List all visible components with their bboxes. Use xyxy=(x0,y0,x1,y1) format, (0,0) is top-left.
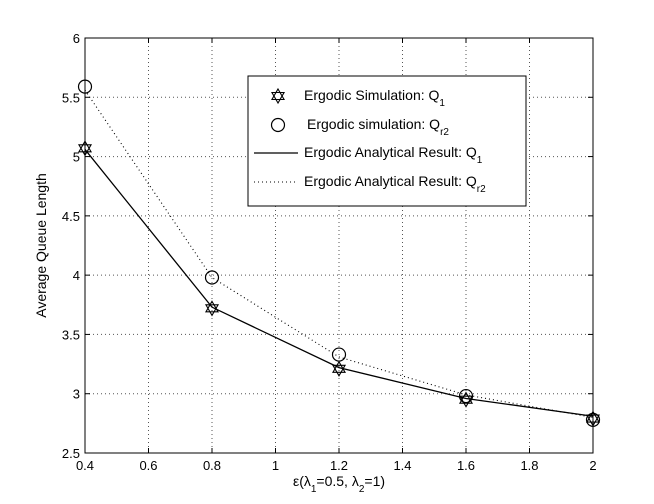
axis-ticks: 0.4 0.6 0.8 1 1.2 1.4 1.6 1.8 2 2.5 3 3.5 4 4.5 5 5.5 6 xyxy=(62,31,597,473)
data-point-hexagram xyxy=(204,300,220,317)
hexagram-triangle xyxy=(77,140,93,153)
y-tick-label: 4.5 xyxy=(62,209,80,224)
hexagram-triangle xyxy=(585,414,601,427)
legend-label: Ergodic Analytical Result: Q1 xyxy=(304,144,483,166)
data-point-circle xyxy=(458,388,474,404)
x-tick-label: 1.8 xyxy=(520,458,538,473)
x-tick-label: 1.4 xyxy=(393,458,411,473)
hexagram-triangle xyxy=(331,364,347,377)
hexagram-triangle xyxy=(331,360,347,373)
x-axis-label: ε(λ1=0.5, λ2=1) xyxy=(293,473,385,495)
data-point-hexagram xyxy=(585,410,601,427)
legend-marker-circle xyxy=(270,117,286,133)
x-tick-label: 0.8 xyxy=(203,458,221,473)
legend-box xyxy=(247,75,527,207)
x-tick-label: 1.6 xyxy=(457,458,475,473)
data-point-circle xyxy=(204,270,220,285)
series xyxy=(77,79,601,427)
y-tick-label: 5.5 xyxy=(62,90,80,105)
data-point-hexagram xyxy=(77,140,93,157)
series-line-2 xyxy=(84,149,594,417)
data-point-circle xyxy=(585,412,601,427)
hexagram-triangle xyxy=(204,300,220,313)
legend-label: Ergodic Analytical Result: Qr2 xyxy=(304,173,486,195)
legend-label: Ergodic simulation: Qr2 xyxy=(307,116,449,138)
y-tick-label: 3.5 xyxy=(62,327,80,342)
y-tick-label: 4 xyxy=(73,268,80,283)
hexagram-triangle xyxy=(585,410,601,423)
y-tick-label: 3 xyxy=(73,387,80,402)
series-line-3 xyxy=(84,89,594,418)
grid xyxy=(85,38,593,453)
hexagram-triangle xyxy=(204,304,220,317)
legend-label: Ergodic Simulation: Q1 xyxy=(304,87,445,109)
x-tick-label: 0.6 xyxy=(139,458,157,473)
legend-marker-hexagram xyxy=(270,87,286,105)
x-tick-label: 2 xyxy=(589,458,596,473)
y-tick-label: 2.5 xyxy=(62,446,80,461)
data-point-circle xyxy=(77,79,93,94)
x-tick-label: 1.2 xyxy=(330,458,348,473)
y-tick-label: 6 xyxy=(73,31,80,46)
data-point-hexagram xyxy=(331,360,347,377)
x-tick-label: 0.4 xyxy=(76,458,94,473)
hexagram-triangle xyxy=(77,144,93,157)
hexagram-triangle xyxy=(270,91,286,105)
y-tick-label: 5 xyxy=(73,150,80,165)
hexagram-triangle xyxy=(270,87,286,101)
y-axis-label: Average Queue Length xyxy=(33,173,49,318)
legend: Ergodic Simulation: Q1 Ergodic simulation… xyxy=(247,75,527,207)
data-point-circle xyxy=(331,347,347,362)
x-tick-label: 1 xyxy=(272,458,279,473)
